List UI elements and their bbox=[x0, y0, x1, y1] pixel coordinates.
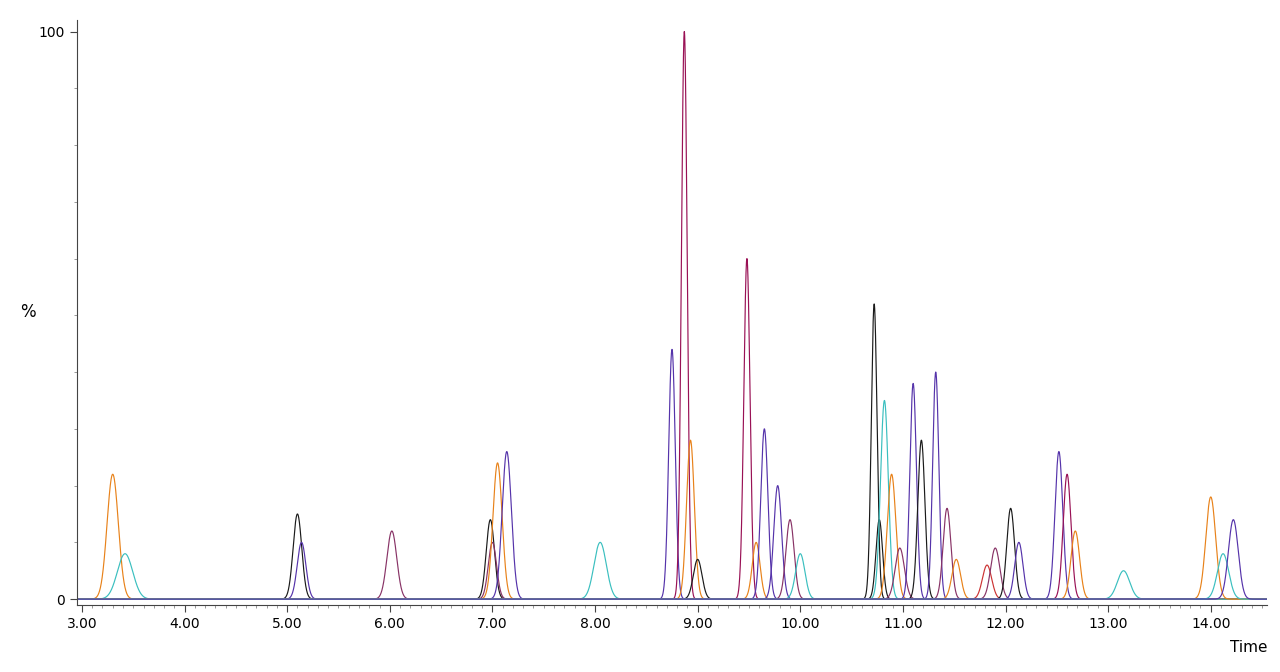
Y-axis label: %: % bbox=[19, 304, 36, 321]
Text: Time: Time bbox=[1230, 640, 1267, 655]
